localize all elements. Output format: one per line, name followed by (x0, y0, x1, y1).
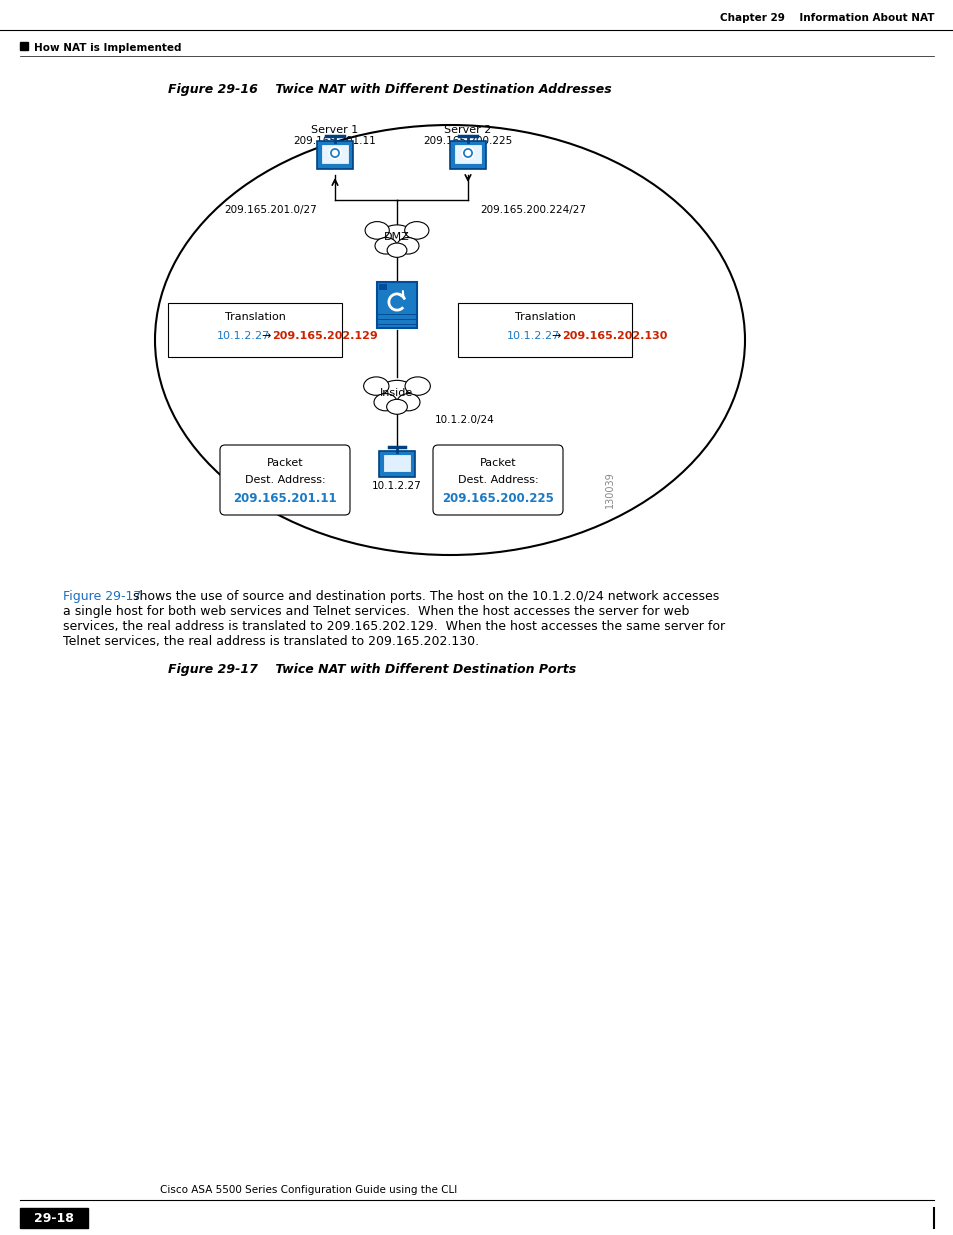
Text: Packet: Packet (479, 458, 516, 468)
Text: 209.165.200.225: 209.165.200.225 (423, 136, 512, 146)
Text: Translation: Translation (224, 312, 285, 322)
Text: How NAT is Implemented: How NAT is Implemented (34, 43, 181, 53)
Text: →: → (261, 331, 270, 341)
FancyBboxPatch shape (168, 303, 341, 357)
Text: Translation: Translation (514, 312, 575, 322)
Text: services, the real address is translated to 209.165.202.129.  When the host acce: services, the real address is translated… (63, 620, 724, 634)
Ellipse shape (375, 237, 396, 254)
FancyBboxPatch shape (376, 282, 416, 329)
Text: 209.165.200.224/27: 209.165.200.224/27 (479, 205, 585, 215)
Text: Inside: Inside (380, 388, 414, 398)
Text: Packet: Packet (267, 458, 303, 468)
Ellipse shape (396, 394, 419, 411)
Ellipse shape (396, 237, 418, 254)
Ellipse shape (387, 243, 407, 257)
Ellipse shape (378, 380, 415, 405)
Text: 10.1.2.27: 10.1.2.27 (372, 480, 421, 492)
Ellipse shape (365, 221, 389, 240)
Circle shape (465, 151, 470, 156)
FancyBboxPatch shape (316, 141, 353, 169)
FancyBboxPatch shape (378, 451, 415, 477)
Circle shape (461, 147, 474, 159)
Circle shape (329, 147, 340, 159)
Text: Figure 29-17    Twice NAT with Different Destination Ports: Figure 29-17 Twice NAT with Different De… (168, 663, 576, 677)
Text: a single host for both web services and Telnet services.  When the host accesses: a single host for both web services and … (63, 605, 689, 618)
FancyBboxPatch shape (384, 454, 410, 471)
FancyBboxPatch shape (455, 144, 480, 163)
Bar (20, 42, 28, 49)
Text: 209.165.201.11: 209.165.201.11 (233, 492, 336, 505)
Text: 10.1.2.27: 10.1.2.27 (506, 331, 559, 341)
Text: Chapter 29    Information About NAT: Chapter 29 Information About NAT (720, 14, 934, 23)
Text: 130039: 130039 (604, 472, 615, 509)
FancyBboxPatch shape (322, 144, 348, 163)
Text: 29-18: 29-18 (34, 1212, 74, 1224)
Bar (378, 284, 387, 289)
Text: 10.1.2.0/24: 10.1.2.0/24 (435, 415, 495, 425)
Circle shape (333, 151, 337, 156)
Text: Server 1: Server 1 (311, 125, 358, 135)
Text: 209.165.200.225: 209.165.200.225 (441, 492, 554, 505)
FancyBboxPatch shape (220, 445, 350, 515)
Text: 10.1.2.27: 10.1.2.27 (216, 331, 270, 341)
Ellipse shape (374, 394, 396, 411)
Text: 209.165.201.0/27: 209.165.201.0/27 (224, 205, 316, 215)
Text: Telnet services, the real address is translated to 209.165.202.130.: Telnet services, the real address is tra… (63, 635, 478, 648)
Text: Cisco ASA 5500 Series Configuration Guide using the CLI: Cisco ASA 5500 Series Configuration Guid… (160, 1186, 456, 1195)
Text: Dest. Address:: Dest. Address: (244, 475, 325, 485)
Text: DMZ: DMZ (384, 232, 410, 242)
Ellipse shape (386, 399, 407, 414)
Ellipse shape (363, 377, 389, 395)
Text: Server 2: Server 2 (444, 125, 491, 135)
Text: 209.165.202.130: 209.165.202.130 (561, 331, 667, 341)
Text: shows the use of source and destination ports. The host on the 10.1.2.0/24 netwo: shows the use of source and destination … (129, 590, 719, 603)
FancyBboxPatch shape (433, 445, 562, 515)
Text: 209.165.201.11: 209.165.201.11 (294, 136, 376, 146)
Text: →: → (551, 331, 559, 341)
Bar (20, 1208, 88, 1228)
Ellipse shape (404, 221, 429, 240)
Text: Figure 29-17: Figure 29-17 (63, 590, 141, 603)
Text: Figure 29-16    Twice NAT with Different Destination Addresses: Figure 29-16 Twice NAT with Different De… (168, 84, 611, 96)
FancyBboxPatch shape (450, 141, 485, 169)
Ellipse shape (379, 225, 415, 249)
FancyBboxPatch shape (457, 303, 631, 357)
Text: Dest. Address:: Dest. Address: (457, 475, 537, 485)
Ellipse shape (405, 377, 430, 395)
Text: 209.165.202.129: 209.165.202.129 (272, 331, 377, 341)
